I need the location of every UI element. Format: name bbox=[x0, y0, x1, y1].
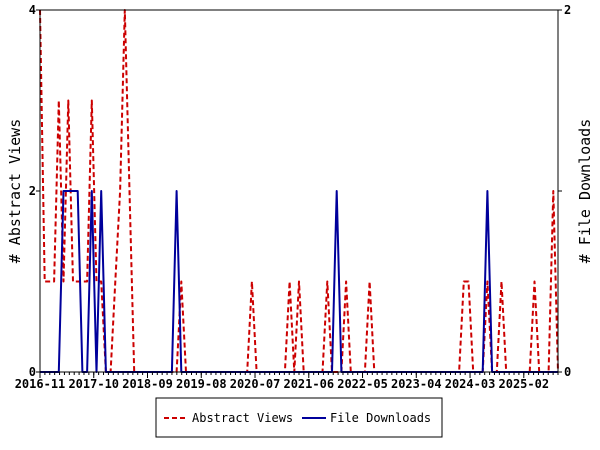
legend-box bbox=[155, 397, 443, 438]
legend-views-label: Abstract Views bbox=[192, 411, 293, 425]
plot-frame bbox=[39, 9, 559, 373]
legend-downloads-label: File Downloads bbox=[330, 411, 431, 425]
y-left-axis-label: # Abstract Views bbox=[6, 119, 24, 264]
y-right-axis-label: # File Downloads bbox=[576, 119, 594, 264]
y-left-tick-label: 2 bbox=[29, 184, 36, 198]
series-abstract-views-line bbox=[39, 9, 559, 373]
x-tick-label: 2016-11 bbox=[15, 377, 66, 391]
x-tick-label: 2019-08 bbox=[176, 377, 227, 391]
legend: Abstract Views File Downloads bbox=[155, 397, 443, 438]
y-left-tick-label: 4 bbox=[29, 3, 36, 17]
x-tick-label: 2025-02 bbox=[499, 377, 550, 391]
x-tick-label: 2018-09 bbox=[122, 377, 173, 391]
x-tick-label: 2023-04 bbox=[391, 377, 442, 391]
x-tick-label: 2020-07 bbox=[230, 377, 281, 391]
x-tick-label: 2021-06 bbox=[283, 377, 334, 391]
x-tick-label: 2024-03 bbox=[445, 377, 496, 391]
x-tick-label: 2022-05 bbox=[337, 377, 388, 391]
y-left-tick-label: 0 bbox=[29, 365, 36, 379]
x-tick-label: 2017-10 bbox=[68, 377, 119, 391]
y-right-tick-label: 2 bbox=[564, 3, 571, 17]
y-right-tick-label: 0 bbox=[564, 365, 571, 379]
